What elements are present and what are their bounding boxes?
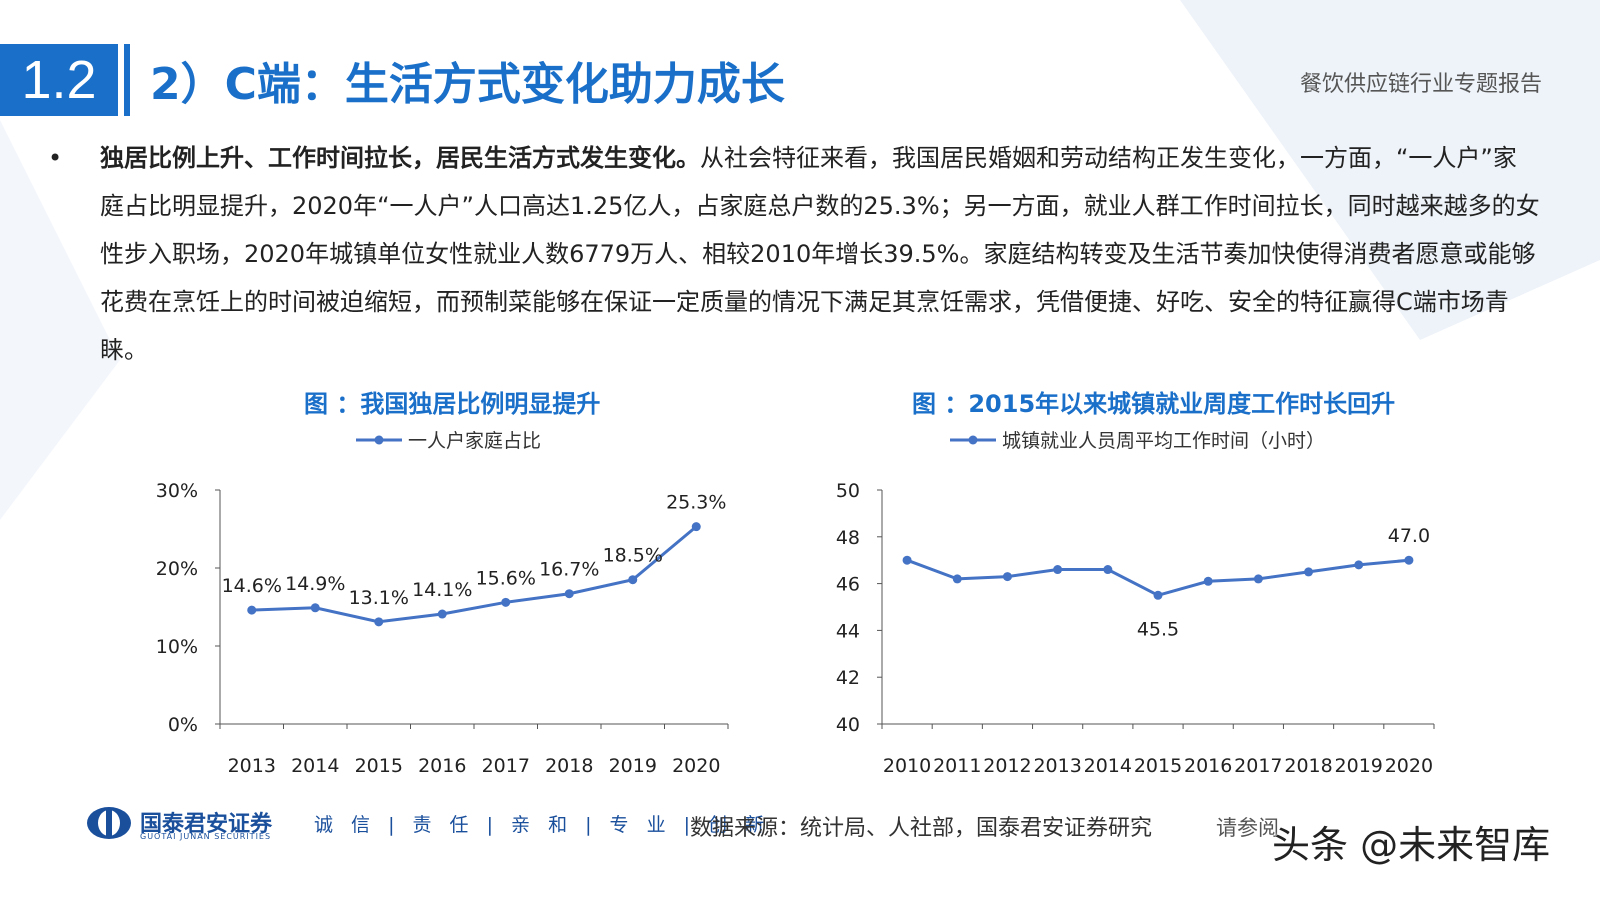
- y-tick-label: 10%: [156, 636, 198, 658]
- x-tick-label: 2017: [482, 755, 530, 777]
- data-point: [1304, 567, 1314, 577]
- x-tick-label: 2020: [1385, 755, 1433, 777]
- x-tick-label: 2018: [545, 755, 593, 777]
- legend-marker: [374, 435, 384, 445]
- data-point: [1103, 565, 1113, 575]
- y-tick-label: 0%: [168, 714, 198, 736]
- x-tick-label: 2018: [1284, 755, 1332, 777]
- y-tick-label: 44: [836, 620, 860, 642]
- y-tick-label: 48: [836, 527, 860, 549]
- data-point: [247, 605, 257, 615]
- legend-label: 城镇就业人员周平均工作时间（小时）: [1002, 430, 1325, 452]
- data-point: [1053, 565, 1063, 575]
- bullet-marker: •: [48, 144, 63, 172]
- data-label: 25.3%: [666, 492, 726, 514]
- data-point: [310, 603, 320, 613]
- data-point: [1203, 576, 1213, 586]
- x-tick-label: 2019: [609, 755, 657, 777]
- data-label: 47.0: [1388, 525, 1430, 547]
- data-label: 45.5: [1137, 618, 1179, 640]
- section-divider: [124, 44, 130, 116]
- x-tick-label: 2010: [883, 755, 931, 777]
- data-label: 16.7%: [539, 559, 599, 581]
- data-point: [1002, 572, 1012, 582]
- data-source: 数据来源：统计局、人社部，国泰君安证券研究: [690, 816, 1153, 841]
- y-tick-label: 40: [836, 714, 860, 736]
- x-tick-label: 2020: [672, 755, 720, 777]
- data-label: 14.1%: [412, 579, 472, 601]
- data-point: [1153, 590, 1163, 600]
- y-tick-label: 42: [836, 667, 860, 689]
- x-tick-label: 2012: [983, 755, 1031, 777]
- x-tick-label: 2013: [228, 755, 276, 777]
- y-tick-label: 30%: [156, 480, 198, 502]
- page-title: 2）C端：生活方式变化助力成长: [150, 59, 785, 110]
- body-paragraph: 独居比例上升、工作时间拉长，居民生活方式发生变化。从社会特征来看，我国居民婚姻和…: [100, 134, 1540, 374]
- x-tick-label: 2014: [291, 755, 339, 777]
- data-label: 14.6%: [222, 575, 282, 597]
- x-tick-label: 2016: [1184, 755, 1232, 777]
- x-tick-label: 2013: [1033, 755, 1081, 777]
- data-point: [1354, 560, 1364, 570]
- disclaimer-note: 请参阅: [1216, 816, 1279, 840]
- x-tick-label: 2011: [933, 755, 981, 777]
- company-motto: 诚 信 | 责 任 | 亲 和 | 专 业 | 创 新: [314, 814, 771, 836]
- right-chart-title: 图 ：2015年以来城镇就业周度工作时长回升: [912, 390, 1396, 418]
- data-point: [564, 589, 574, 599]
- y-tick-label: 50: [836, 480, 860, 502]
- left-line-chart: 一人户家庭占比 0% 10% 20% 30% 2013 2014 2015 2016 2017 20…: [156, 430, 729, 777]
- data-label: 14.9%: [285, 573, 345, 595]
- company-name: 国泰君安证券: [140, 812, 273, 837]
- data-point: [1253, 574, 1263, 584]
- data-point: [952, 574, 962, 584]
- report-name: 餐饮供应链行业专题报告: [1299, 72, 1542, 97]
- company-logo-icon: [87, 807, 131, 839]
- x-tick-label: 2015: [355, 755, 403, 777]
- series-line: [906, 558, 1410, 597]
- data-label: 15.6%: [476, 567, 536, 589]
- data-label: 18.5%: [603, 545, 663, 567]
- data-point: [1404, 555, 1414, 565]
- legend-label: 一人户家庭占比: [408, 430, 541, 452]
- left-chart-title: 图 ：我国独居比例明显提升: [304, 390, 601, 418]
- section-number: 1.2: [0, 44, 118, 116]
- data-point: [437, 609, 447, 619]
- data-point: [902, 555, 912, 565]
- x-tick-label: 2017: [1234, 755, 1282, 777]
- paragraph-text: 从社会特征来看，我国居民婚姻和劳动结构正发生变化，一方面，“一人户”家庭占比明显…: [100, 144, 1540, 364]
- watermark: 头条 @未来智库: [1272, 823, 1551, 867]
- x-tick-label: 2015: [1134, 755, 1182, 777]
- data-point: [374, 617, 384, 627]
- data-point: [501, 597, 511, 607]
- data-point: [691, 522, 701, 532]
- company-name-en: GUOTAI JUNAN SECURITIES: [140, 832, 272, 841]
- data-label: 13.1%: [349, 587, 409, 609]
- series-line: [251, 525, 698, 624]
- y-tick-label: 46: [836, 574, 860, 596]
- x-tick-label: 2014: [1084, 755, 1132, 777]
- y-tick-label: 20%: [156, 558, 198, 580]
- x-tick-label: 2016: [418, 755, 466, 777]
- data-point: [628, 575, 638, 585]
- legend-marker: [968, 435, 978, 445]
- x-tick-label: 2019: [1335, 755, 1383, 777]
- paragraph-lead: 独居比例上升、工作时间拉长，居民生活方式发生变化。: [100, 144, 700, 172]
